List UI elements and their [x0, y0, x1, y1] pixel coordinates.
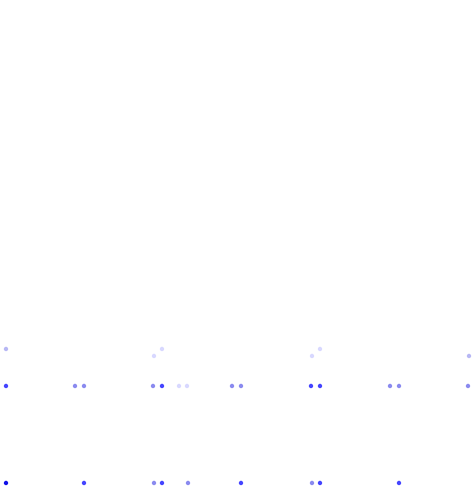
dot-upper-4 [310, 354, 314, 358]
dot-middle-6 [177, 384, 181, 388]
dot-lower-9 [397, 481, 401, 485]
dot-upper-2 [152, 354, 156, 358]
dot-lower-1 [4, 481, 8, 485]
dot-lower-7 [310, 481, 314, 485]
dot-middle-13 [397, 384, 401, 388]
dot-middle-12 [388, 384, 392, 388]
dot-middle-2 [73, 384, 77, 388]
dot-middle-8 [230, 384, 234, 388]
dot-upper-6 [467, 354, 471, 358]
dot-upper-3 [160, 347, 164, 351]
dot-lower-3 [152, 481, 156, 485]
dot-middle-10 [309, 384, 313, 388]
dot-lower-2 [82, 481, 86, 485]
dot-middle-5 [160, 384, 164, 388]
dot-upper-5 [318, 347, 322, 351]
dot-middle-9 [239, 384, 243, 388]
dot-upper-1 [4, 347, 8, 351]
dot-middle-4 [151, 384, 155, 388]
dot-lower-6 [239, 481, 243, 485]
dot-lower-5 [186, 481, 190, 485]
dot-lower-8 [318, 481, 322, 485]
dot-middle-14 [466, 384, 470, 388]
dot-middle-11 [318, 384, 322, 388]
dot-middle-7 [185, 384, 189, 388]
dot-middle-3 [82, 384, 86, 388]
dot-lower-4 [160, 481, 164, 485]
dot-middle-1 [4, 384, 8, 388]
